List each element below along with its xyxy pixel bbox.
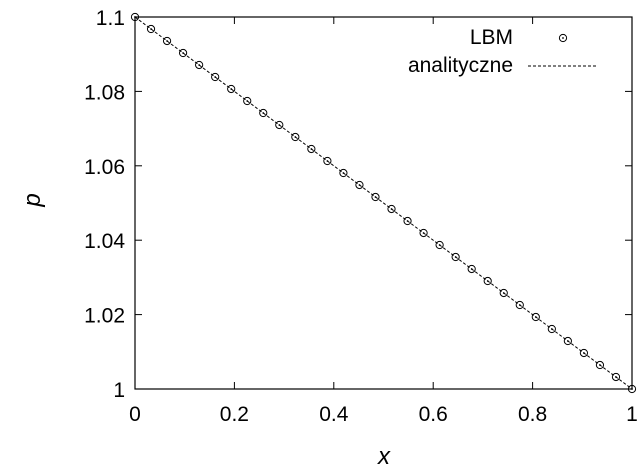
legend: LBM analityczne	[408, 26, 596, 77]
plot-frame	[134, 16, 633, 390]
lbm-point	[403, 216, 412, 226]
y-axis-label: p	[19, 193, 46, 207]
lbm-point	[499, 288, 508, 298]
lbm-point	[435, 240, 444, 250]
lbm-point	[339, 168, 348, 178]
lbm-point	[563, 336, 572, 346]
lbm-point	[243, 96, 252, 106]
lbm-point	[211, 72, 220, 82]
lbm-point	[130, 12, 140, 22]
lbm-point	[275, 120, 284, 130]
series-analityczne	[134, 16, 633, 390]
lbm-point	[259, 108, 268, 118]
lbm-point	[371, 192, 380, 202]
lbm-point	[227, 84, 236, 94]
x-tick-label: 0.6	[419, 403, 448, 426]
x-tick-label: 0.8	[518, 403, 547, 426]
x-tick-label: 1	[626, 403, 638, 426]
lbm-point	[547, 324, 556, 334]
legend-label-lbm: LBM	[470, 26, 513, 49]
legend-marker-lbm	[558, 33, 568, 43]
lbm-point	[515, 300, 524, 310]
lbm-point	[611, 372, 621, 382]
lbm-point	[451, 252, 460, 262]
legend-label-analityczne: analityczne	[408, 54, 513, 77]
y-tick-label: 1	[113, 379, 125, 402]
lbm-point	[162, 36, 172, 46]
lbm-point	[307, 144, 316, 154]
lbm-point	[467, 264, 476, 274]
lbm-point	[291, 132, 300, 142]
lbm-point	[146, 24, 156, 34]
x-tick-label: 0.4	[319, 403, 349, 426]
y-tick-label: 1.02	[84, 305, 125, 328]
lbm-point	[579, 348, 589, 358]
y-tick-label: 1.08	[84, 81, 125, 104]
x-tick-label: 0	[129, 403, 141, 426]
lbm-point	[387, 204, 396, 214]
x-tick-label: 0.2	[220, 403, 249, 426]
x-axis-label: x	[377, 443, 391, 470]
y-tick-label: 1.04	[84, 230, 125, 253]
lbm-point	[323, 156, 332, 166]
y-tick-label: 1.06	[84, 156, 125, 179]
analityczne-line	[134, 16, 633, 390]
series-lbm	[130, 12, 637, 394]
lbm-point	[531, 312, 540, 322]
lbm-point	[355, 180, 364, 190]
lbm-point	[627, 384, 637, 394]
y-tick-label: 1.1	[96, 7, 125, 30]
lbm-point	[483, 276, 492, 286]
lbm-point	[178, 48, 188, 58]
lbm-point	[195, 60, 204, 70]
lbm-point	[595, 360, 605, 370]
ticks: 0 0.2 0.4 0.6 0.8 1 1 1.02 1.04 1.06 1.08 1.1	[84, 7, 638, 426]
lbm-point	[419, 228, 428, 238]
